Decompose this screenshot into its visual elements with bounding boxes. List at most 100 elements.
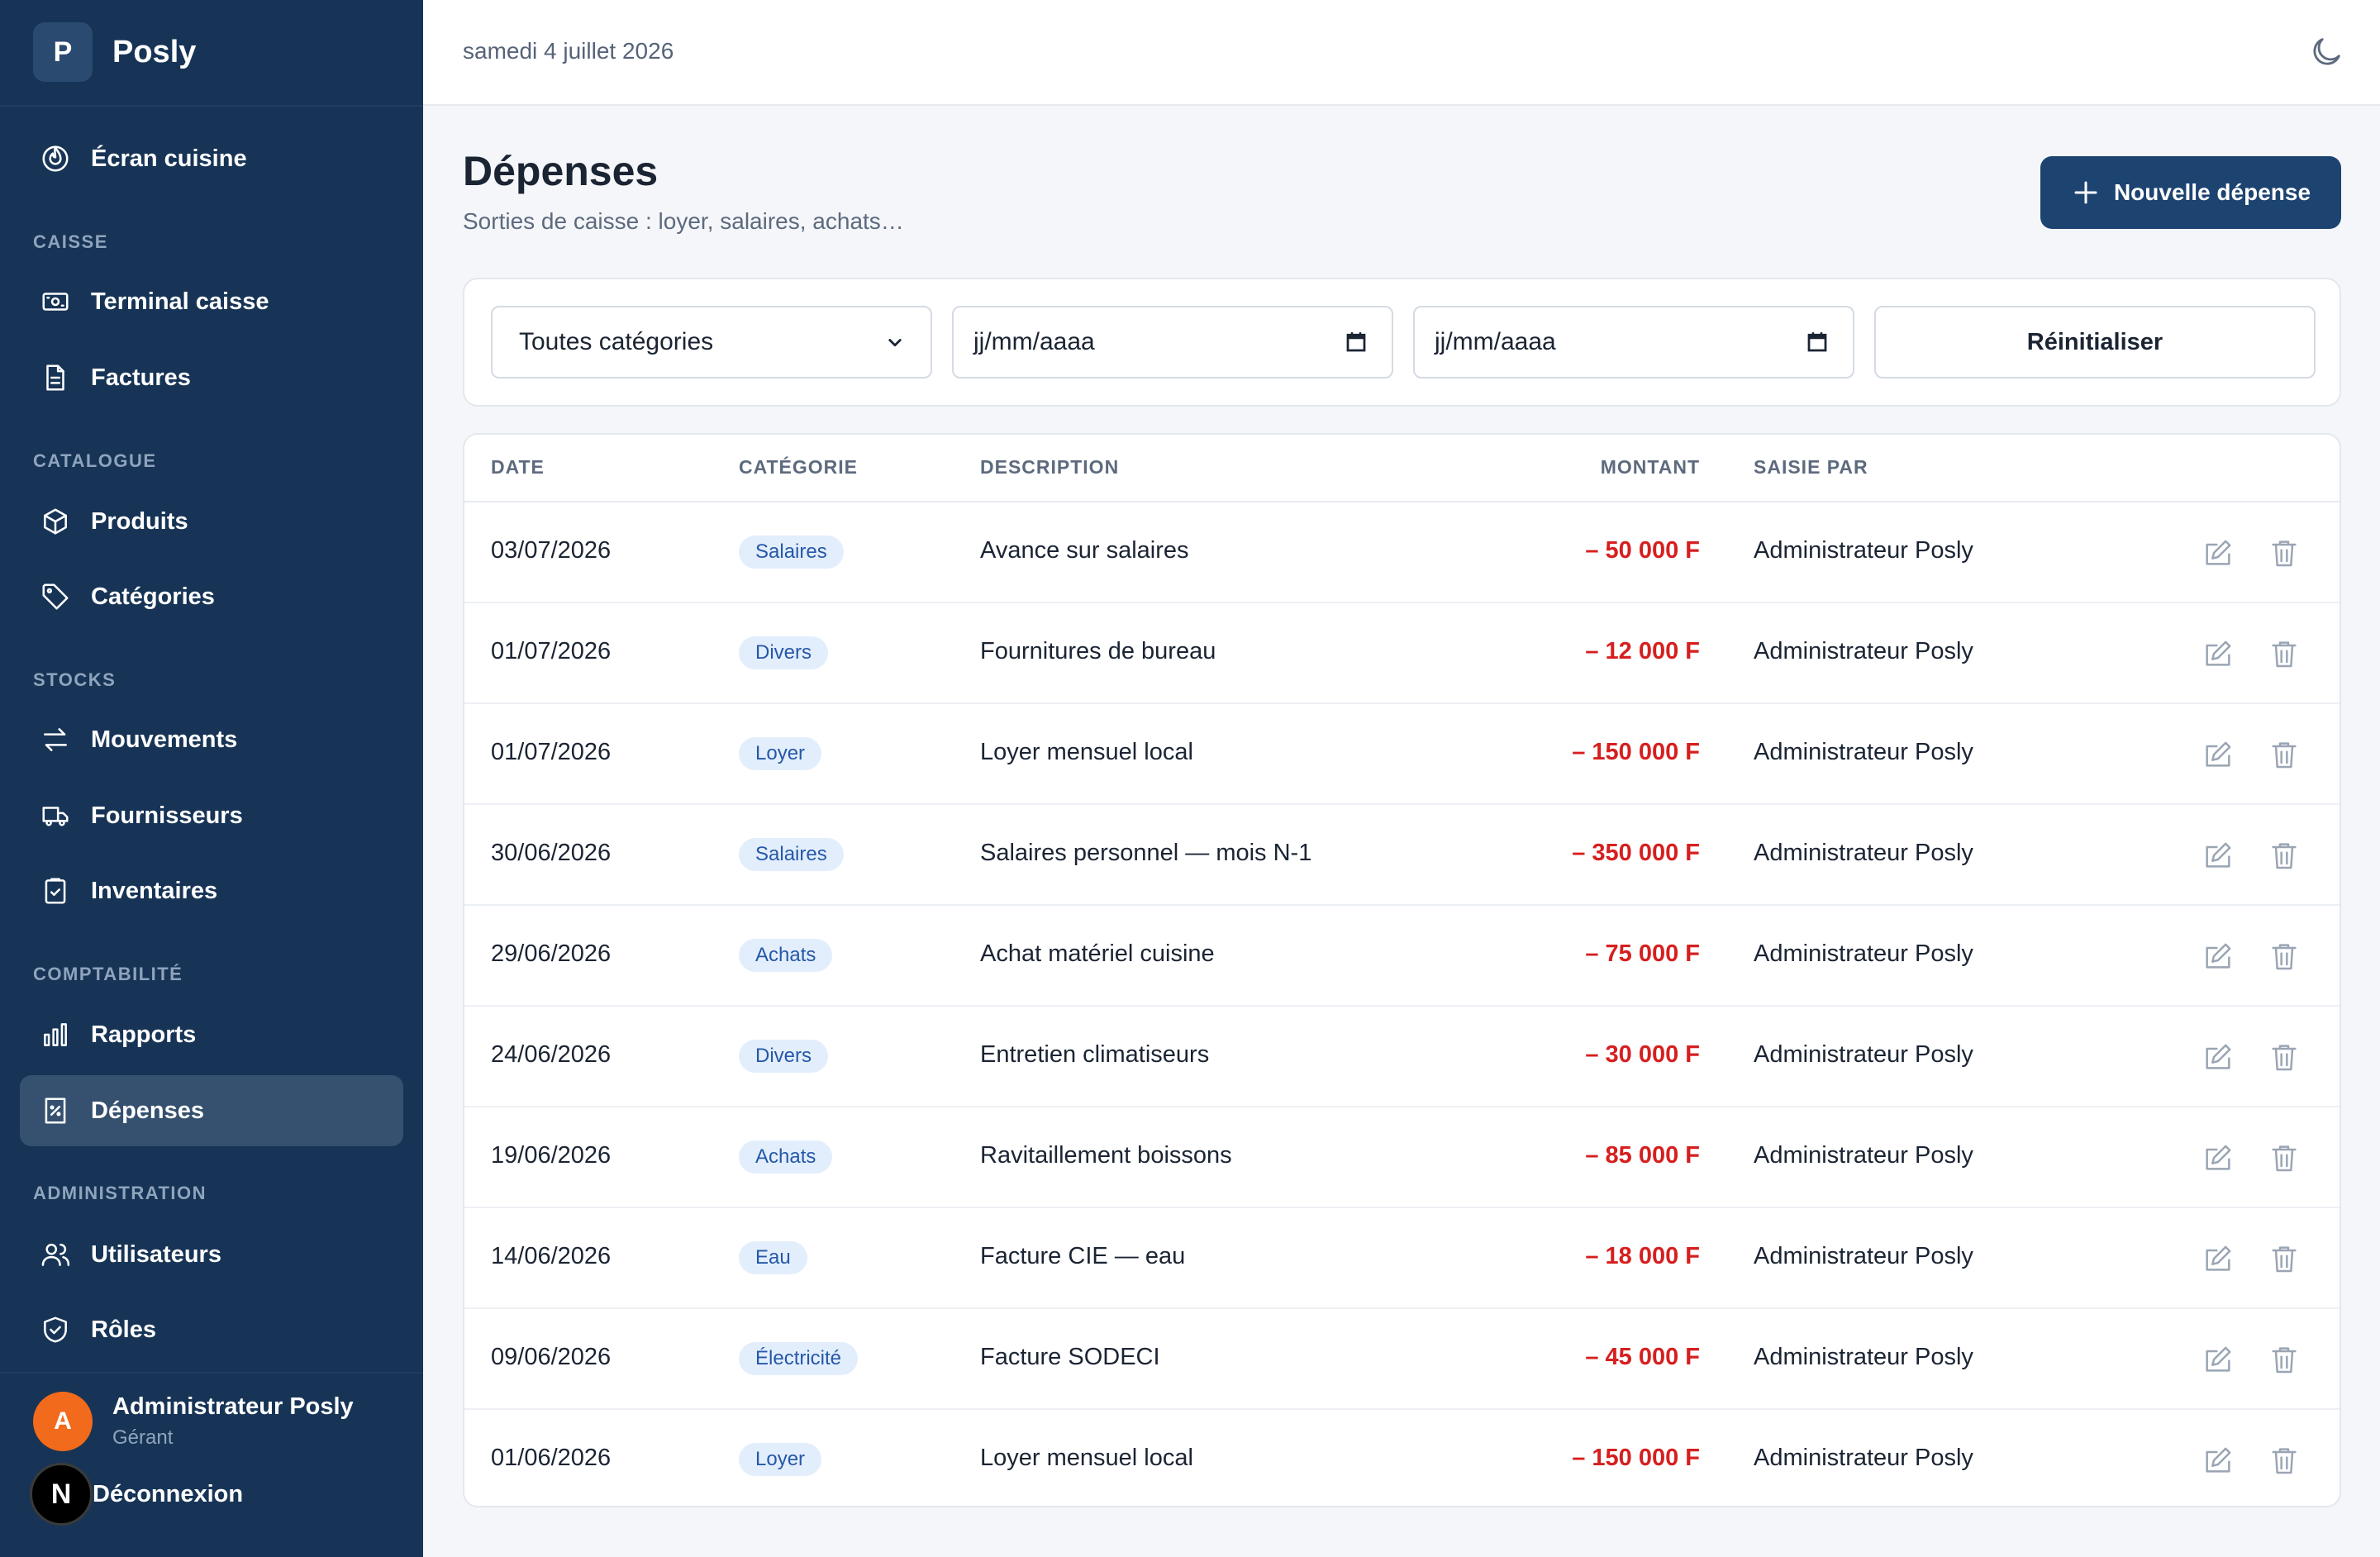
calendar-icon[interactable] [1344, 330, 1368, 355]
category-badge: Achats [739, 939, 833, 972]
row-description: Fournitures de bureau [980, 638, 1216, 664]
brand-name: Posly [112, 34, 197, 69]
category-select[interactable]: Toutes catégories [491, 306, 932, 379]
row-date: 24/06/2026 [491, 1041, 612, 1068]
edit-icon[interactable] [2202, 940, 2235, 973]
brand-logo: P [33, 22, 93, 82]
edit-icon[interactable] [2202, 839, 2235, 872]
moon-icon[interactable] [2307, 33, 2345, 71]
sidebar-item-label: Écran cuisine [91, 145, 247, 172]
table-row: 19/06/2026 Achats Ravitaillement boissons –… [464, 1107, 2340, 1208]
sidebar-item-fournisseurs[interactable]: Fournisseurs [20, 780, 403, 851]
row-amount: – 12 000 F [1585, 638, 1700, 664]
date-from-input[interactable]: jj/mm/aaaa [952, 306, 1393, 379]
section-catalogue: CATALOGUE [33, 450, 157, 471]
logout-button[interactable]: N Déconnexion [30, 1463, 243, 1526]
users-icon [41, 1243, 70, 1266]
sidebar-item-rapports[interactable]: Rapports [20, 999, 403, 1070]
category-badge: Loyer [739, 1443, 822, 1476]
sidebar-item-mouvements[interactable]: Mouvements [20, 704, 403, 775]
receipt-percent-icon [45, 1098, 66, 1124]
header-entered-by: SAISIE PAR [1754, 456, 1868, 478]
row-entered-by: Administrateur Posly [1754, 739, 1973, 765]
row-amount: – 45 000 F [1585, 1344, 1700, 1370]
sidebar-item-factures[interactable]: Factures [20, 342, 403, 413]
table-row: 24/06/2026 Divers Entretien climatiseurs – … [464, 1007, 2340, 1107]
row-date: 01/07/2026 [491, 638, 612, 664]
trash-icon[interactable] [2268, 738, 2301, 771]
edit-icon[interactable] [2202, 536, 2235, 569]
table-row: 03/07/2026 Salaires Avance sur salaires – 5… [464, 502, 2340, 603]
edit-icon[interactable] [2202, 637, 2235, 670]
sidebar-item-label: Produits [91, 507, 188, 535]
header-description: DESCRIPTION [980, 456, 1120, 478]
row-amount: – 150 000 F [1572, 739, 1700, 765]
row-date: 29/06/2026 [491, 940, 612, 967]
trash-icon[interactable] [2268, 1242, 2301, 1275]
sidebar-item-label: Rôles [91, 1316, 156, 1343]
sidebar-item-inventaires[interactable]: Inventaires [20, 855, 403, 926]
row-amount: – 50 000 F [1585, 537, 1700, 564]
plus-icon [2074, 181, 2097, 204]
category-badge: Divers [739, 636, 829, 669]
brand[interactable]: P Posly [33, 22, 196, 82]
shield-check-icon [44, 1317, 67, 1343]
trash-icon[interactable] [2268, 637, 2301, 670]
trash-icon[interactable] [2268, 1040, 2301, 1074]
row-entered-by: Administrateur Posly [1754, 940, 1973, 967]
section-comptabilite: COMPTABILITÉ [33, 964, 183, 984]
table-row: 29/06/2026 Achats Achat matériel cuisine – … [464, 906, 2340, 1007]
category-select-value: Toutes catégories [519, 328, 714, 355]
row-amount: – 75 000 F [1585, 940, 1700, 967]
sidebar-item-utilisateurs[interactable]: Utilisateurs [20, 1219, 403, 1290]
date-to-placeholder: jj/mm/aaaa [1435, 328, 1556, 355]
calendar-icon[interactable] [1805, 330, 1830, 355]
trash-icon[interactable] [2268, 940, 2301, 973]
edit-icon[interactable] [2202, 1040, 2235, 1074]
logout-label: Déconnexion [93, 1480, 244, 1507]
trash-icon[interactable] [2268, 1343, 2301, 1376]
edit-icon[interactable] [2202, 1141, 2235, 1174]
clipboard-check-icon [45, 878, 66, 904]
category-badge: Divers [739, 1040, 829, 1073]
sidebar-item-kitchen-screen[interactable]: Écran cuisine [20, 123, 403, 194]
sidebar-item-label: Fournisseurs [91, 802, 243, 829]
sidebar-item-depenses[interactable]: Dépenses [20, 1075, 403, 1146]
date-to-input[interactable]: jj/mm/aaaa [1413, 306, 1854, 379]
arrows-exchange-icon [44, 728, 67, 751]
row-amount: – 30 000 F [1585, 1041, 1700, 1068]
header-amount: MONTANT [1600, 456, 1700, 478]
new-expense-button[interactable]: Nouvelle dépense [2040, 156, 2341, 229]
sidebar-item-label: Factures [91, 364, 191, 391]
edit-icon[interactable] [2202, 1343, 2235, 1376]
filters-card: Toutes catégories jj/mm/aaaa jj/mm/aaaa … [463, 278, 2341, 407]
trash-icon[interactable] [2268, 1141, 2301, 1174]
user-name: Administrateur Posly [112, 1393, 354, 1420]
section-caisse: CAISSE [33, 231, 108, 252]
row-description: Facture CIE — eau [980, 1243, 1186, 1269]
row-date: 19/06/2026 [491, 1142, 612, 1169]
table-row: 30/06/2026 Salaires Salaires personnel — m… [464, 805, 2340, 906]
reset-button[interactable]: Réinitialiser [1874, 306, 2316, 379]
page-subtitle: Sorties de caisse : loyer, salaires, ach… [463, 208, 904, 234]
trash-icon[interactable] [2268, 839, 2301, 872]
current-date: samedi 4 juillet 2026 [463, 38, 674, 64]
sidebar-item-roles[interactable]: Rôles [20, 1294, 403, 1365]
sidebar-item-terminal[interactable]: Terminal caisse [20, 266, 403, 337]
sidebar-item-categories[interactable]: Catégories [20, 561, 403, 632]
sidebar-item-produits[interactable]: Produits [20, 486, 403, 557]
trash-icon[interactable] [2268, 536, 2301, 569]
edit-icon[interactable] [2202, 738, 2235, 771]
row-date: 03/07/2026 [491, 537, 612, 564]
trash-icon[interactable] [2268, 1444, 2301, 1477]
edit-icon[interactable] [2202, 1444, 2235, 1477]
row-date: 01/06/2026 [491, 1445, 612, 1471]
edit-icon[interactable] [2202, 1242, 2235, 1275]
sidebar-item-label: Rapports [91, 1021, 197, 1048]
row-date: 14/06/2026 [491, 1243, 612, 1269]
table-row: 01/07/2026 Divers Fournitures de bureau – 1… [464, 603, 2340, 704]
row-date: 09/06/2026 [491, 1344, 612, 1370]
category-badge: Électricité [739, 1342, 859, 1375]
row-date: 30/06/2026 [491, 840, 612, 866]
category-badge: Achats [739, 1140, 833, 1174]
